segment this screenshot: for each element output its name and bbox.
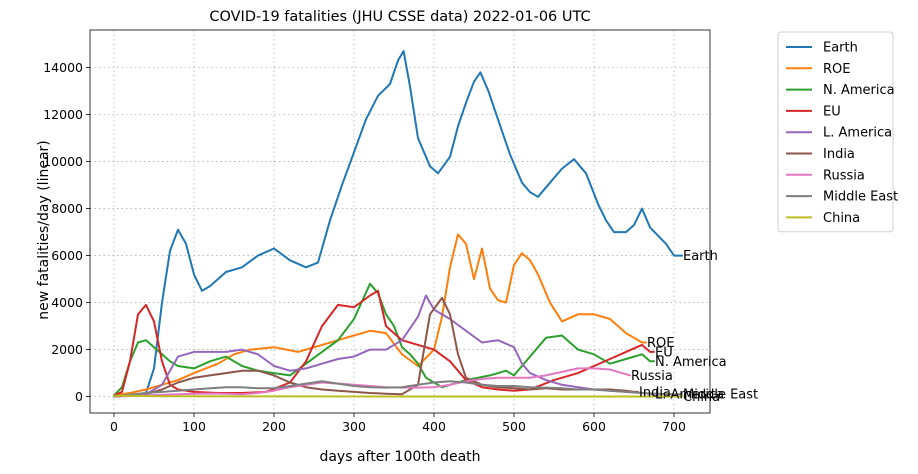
end-label-russia: Russia — [631, 369, 673, 384]
end-label-eu: EU — [655, 345, 673, 360]
end-label-china: China — [683, 390, 720, 405]
end-label-earth: Earth — [683, 249, 718, 264]
legend-label-russia: Russia — [823, 168, 865, 183]
y-tick-label: 8000 — [51, 201, 83, 216]
legend-label-eu: EU — [823, 104, 841, 119]
legend-label-china: China — [823, 211, 860, 226]
series-line-earth — [113, 50, 683, 397]
x-tick-label: 100 — [182, 419, 206, 434]
y-tick-label: 6000 — [51, 248, 83, 263]
series-line-roe — [113, 233, 647, 397]
legend-label-l-america: L. America — [823, 126, 892, 141]
end-label-roe: ROE — [647, 336, 674, 351]
legend-box — [777, 31, 894, 233]
end-label-n-america: N. America — [655, 355, 727, 370]
x-tick-label: 200 — [262, 419, 286, 434]
end-label-middle-east: Middle East — [683, 388, 758, 403]
x-tick-label: 400 — [422, 419, 446, 434]
end-label-india: India — [639, 385, 671, 400]
x-tick-label: 300 — [342, 419, 366, 434]
grid — [90, 30, 710, 413]
series-line-l-america — [113, 294, 655, 398]
legend: Earth ROE N. America EU L. America India Russi… — [777, 31, 898, 233]
legend-label-n-america: N. America — [823, 83, 895, 98]
series-group — [113, 50, 683, 398]
end-label-l-america: L. America — [655, 388, 724, 403]
series-line-china — [113, 394, 683, 398]
x-tick-label: 0 — [110, 419, 118, 434]
series-line-eu — [113, 289, 655, 397]
series-line-india — [113, 296, 639, 398]
legend-label-earth: Earth — [823, 41, 858, 56]
x-tick-label: 600 — [582, 419, 606, 434]
y-tick-label: 4000 — [51, 295, 83, 310]
y-tick-label: 2000 — [51, 342, 83, 357]
legend-label-middle-east: Middle East — [823, 190, 898, 205]
x-axis: 0 100 200 300 400 500 600 700 — [110, 413, 686, 434]
y-tick-label: 0 — [75, 389, 83, 404]
plot-frame — [89, 29, 711, 414]
y-axis-label: new fatalities/day (linear) — [36, 140, 52, 319]
y-tick-label: 14000 — [43, 60, 83, 75]
legend-label-roe: ROE — [823, 62, 850, 77]
chart-title: COVID-19 fatalities (JHU CSSE data) 2022… — [209, 9, 590, 25]
series-line-middle-east — [113, 380, 683, 398]
x-axis-label: days after 100th death — [319, 449, 480, 465]
x-tick-label: 500 — [502, 419, 526, 434]
legend-label-india: India — [823, 147, 855, 162]
x-tick-label: 700 — [662, 419, 686, 434]
y-tick-label: 12000 — [43, 107, 83, 122]
y-axis: 0 2000 4000 6000 8000 10000 12000 14000 — [43, 60, 90, 404]
y-tick-label: 10000 — [43, 154, 83, 169]
